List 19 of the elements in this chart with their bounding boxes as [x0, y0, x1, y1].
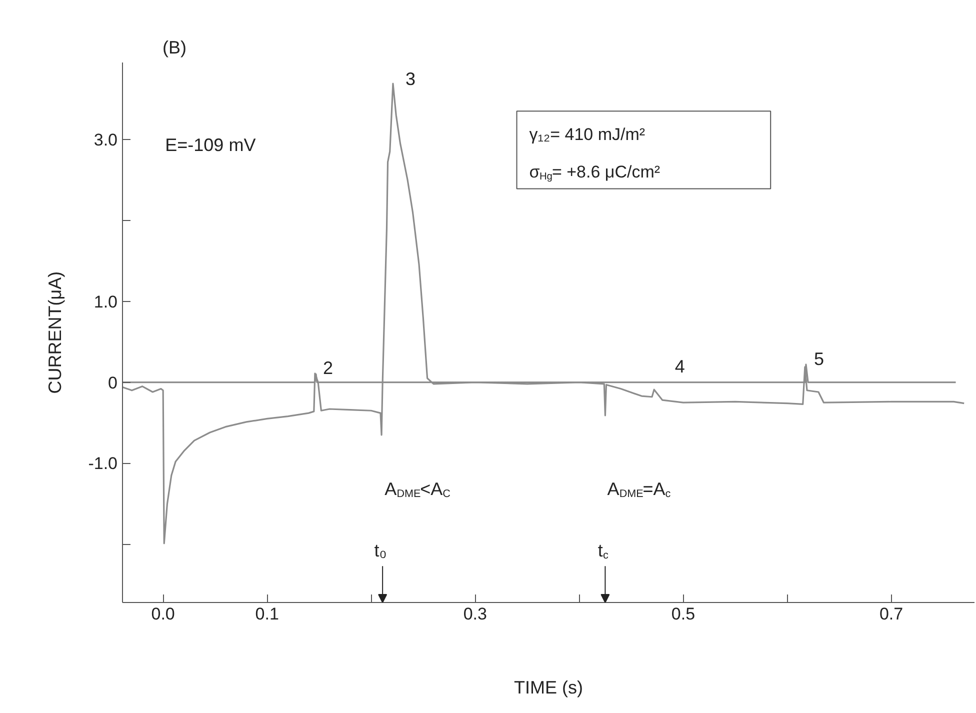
x-tick-label: 0.5 — [671, 604, 696, 624]
y-tick-label: 1.0 — [94, 292, 118, 312]
annotation: t₀ — [374, 540, 387, 561]
annotation: 3 — [405, 69, 416, 90]
y-tick-label: 0 — [108, 373, 118, 392]
annotation: γ₁₂= 410 mJ/m² — [529, 125, 646, 144]
x-tick-label: 0.7 — [879, 604, 904, 624]
x-tick-label: 0.1 — [255, 604, 279, 624]
x-tick-label: 0.0 — [151, 604, 175, 624]
y-tick-label: 3.0 — [94, 130, 118, 150]
y-tick-label: -1.0 — [88, 454, 118, 474]
annotation: 4 — [674, 356, 685, 377]
annotation: E=-109 mV — [165, 135, 256, 156]
x-axis-title: TIME (s) — [514, 678, 584, 698]
annotation: 2 — [322, 358, 333, 378]
y-axis-title: CURRENT(μA) — [45, 271, 66, 394]
annotation: 5 — [814, 348, 824, 369]
chart-title: (B) — [162, 38, 186, 58]
x-tick-label: 0.3 — [463, 604, 487, 624]
